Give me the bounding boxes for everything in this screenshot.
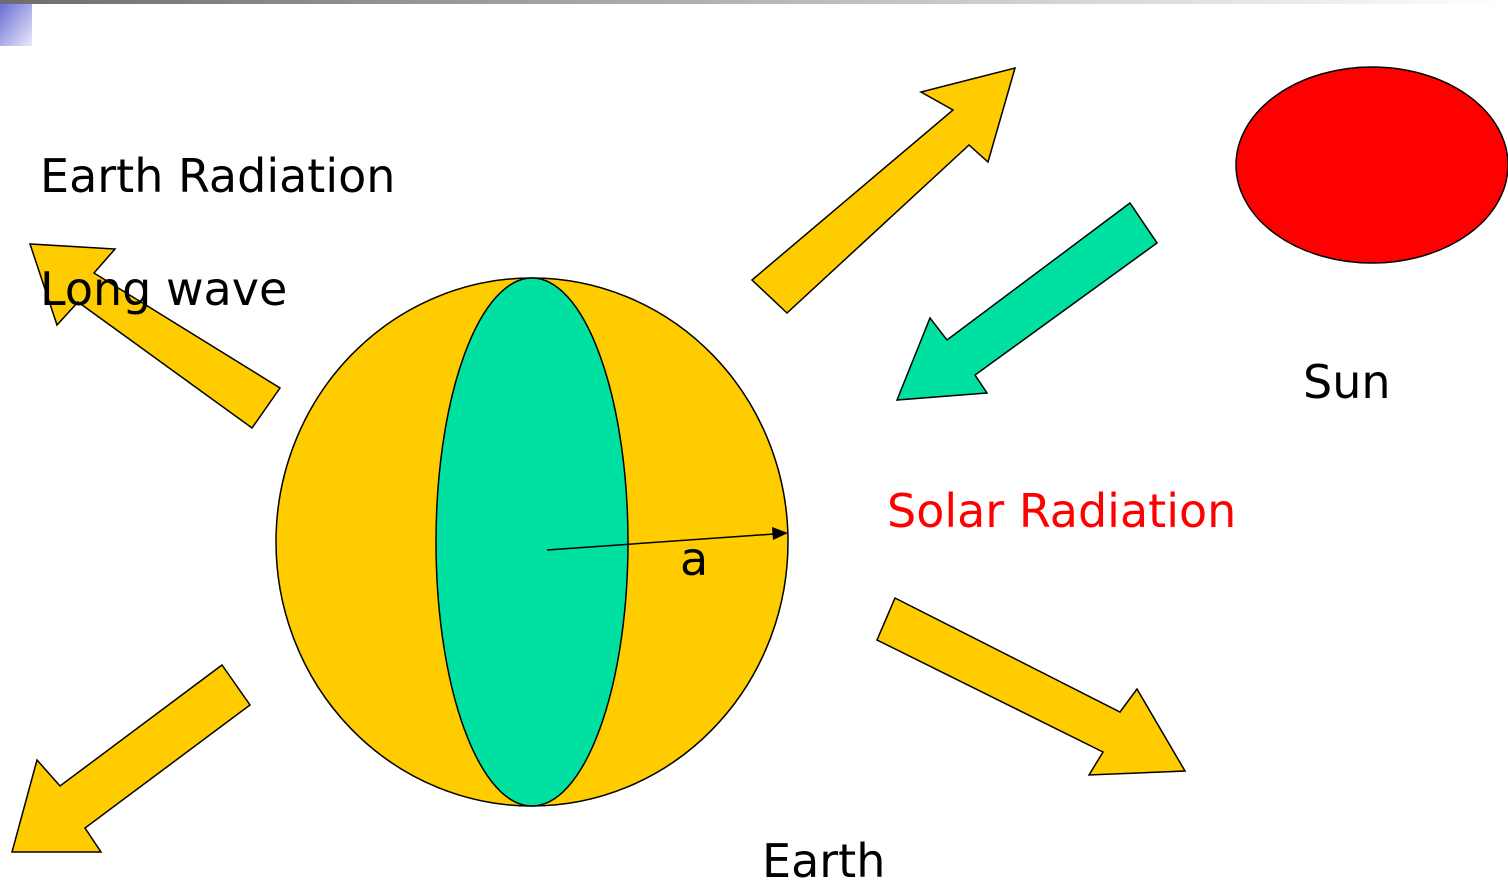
earth-band — [435, 277, 629, 807]
label: Long wave — [40, 262, 287, 316]
radius-line — [546, 533, 775, 551]
corner-square — [0, 4, 32, 46]
top-bar — [0, 0, 1508, 4]
label: Earth — [762, 834, 885, 886]
label: Solar Radiation — [887, 484, 1236, 538]
radiation-arrow — [28, 243, 282, 430]
solar-arrow — [895, 201, 1159, 401]
radius-arrowhead — [772, 527, 788, 540]
radiation-arrow — [11, 663, 252, 853]
label: Earth Radiation — [40, 149, 395, 203]
sun — [1235, 66, 1508, 264]
label: Sun — [1303, 355, 1391, 409]
label: a — [680, 532, 708, 586]
radiation-arrow — [876, 596, 1187, 776]
reflected-arrow — [750, 66, 1017, 315]
